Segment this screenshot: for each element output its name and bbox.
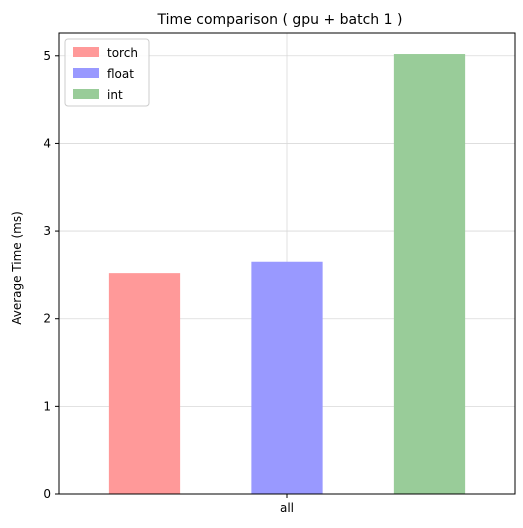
bar-int [393, 54, 466, 495]
legend-label-int: int [107, 88, 123, 102]
y-tick-label: 1 [43, 399, 51, 413]
y-tick-label: 5 [43, 49, 51, 63]
bars [108, 54, 466, 495]
bar-float [251, 261, 323, 494]
legend-label-torch: torch [107, 46, 138, 60]
y-tick-label: 0 [43, 487, 51, 501]
axis-ticks: 0 1 2 3 4 5 all [43, 49, 294, 515]
chart-title: Time comparison ( gpu + batch 1 ) [157, 12, 403, 28]
y-tick-label: 3 [43, 224, 51, 238]
legend-label-float: float [107, 67, 134, 81]
bar-torch [108, 273, 181, 494]
legend-swatch-float [73, 68, 99, 78]
legend: torch float int [64, 38, 150, 107]
legend-swatch-int [73, 89, 99, 99]
legend-swatch-torch [73, 47, 99, 57]
x-tick-label: all [280, 501, 294, 515]
y-axis-label: Average Time (ms) [10, 211, 24, 325]
y-tick-label: 4 [43, 136, 51, 150]
y-tick-label: 2 [43, 312, 51, 326]
